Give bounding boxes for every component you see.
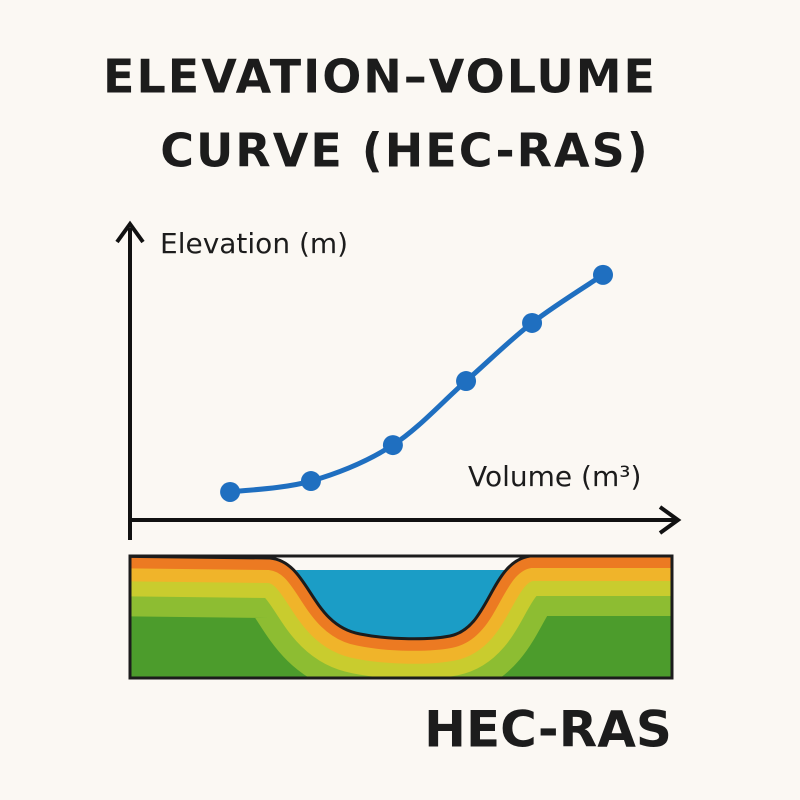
point [456,371,477,392]
point [220,481,241,502]
point [382,435,403,456]
x-axis-label: Volume (m³) [468,460,641,493]
axes [115,220,682,540]
terrain [130,556,672,678]
chart-title: ELEVATION–VOLUME [103,50,657,104]
chart-title: CURVE (HEC-RAS) [160,124,650,178]
caption: HEC-RAS [424,701,672,759]
y-axis-label: Elevation (m) [160,227,348,260]
water [296,570,508,639]
y-arrow [115,220,145,244]
point [522,312,543,333]
x-arrow [658,505,682,535]
point [593,264,613,285]
point [300,471,321,492]
terrain-frame [128,554,674,680]
